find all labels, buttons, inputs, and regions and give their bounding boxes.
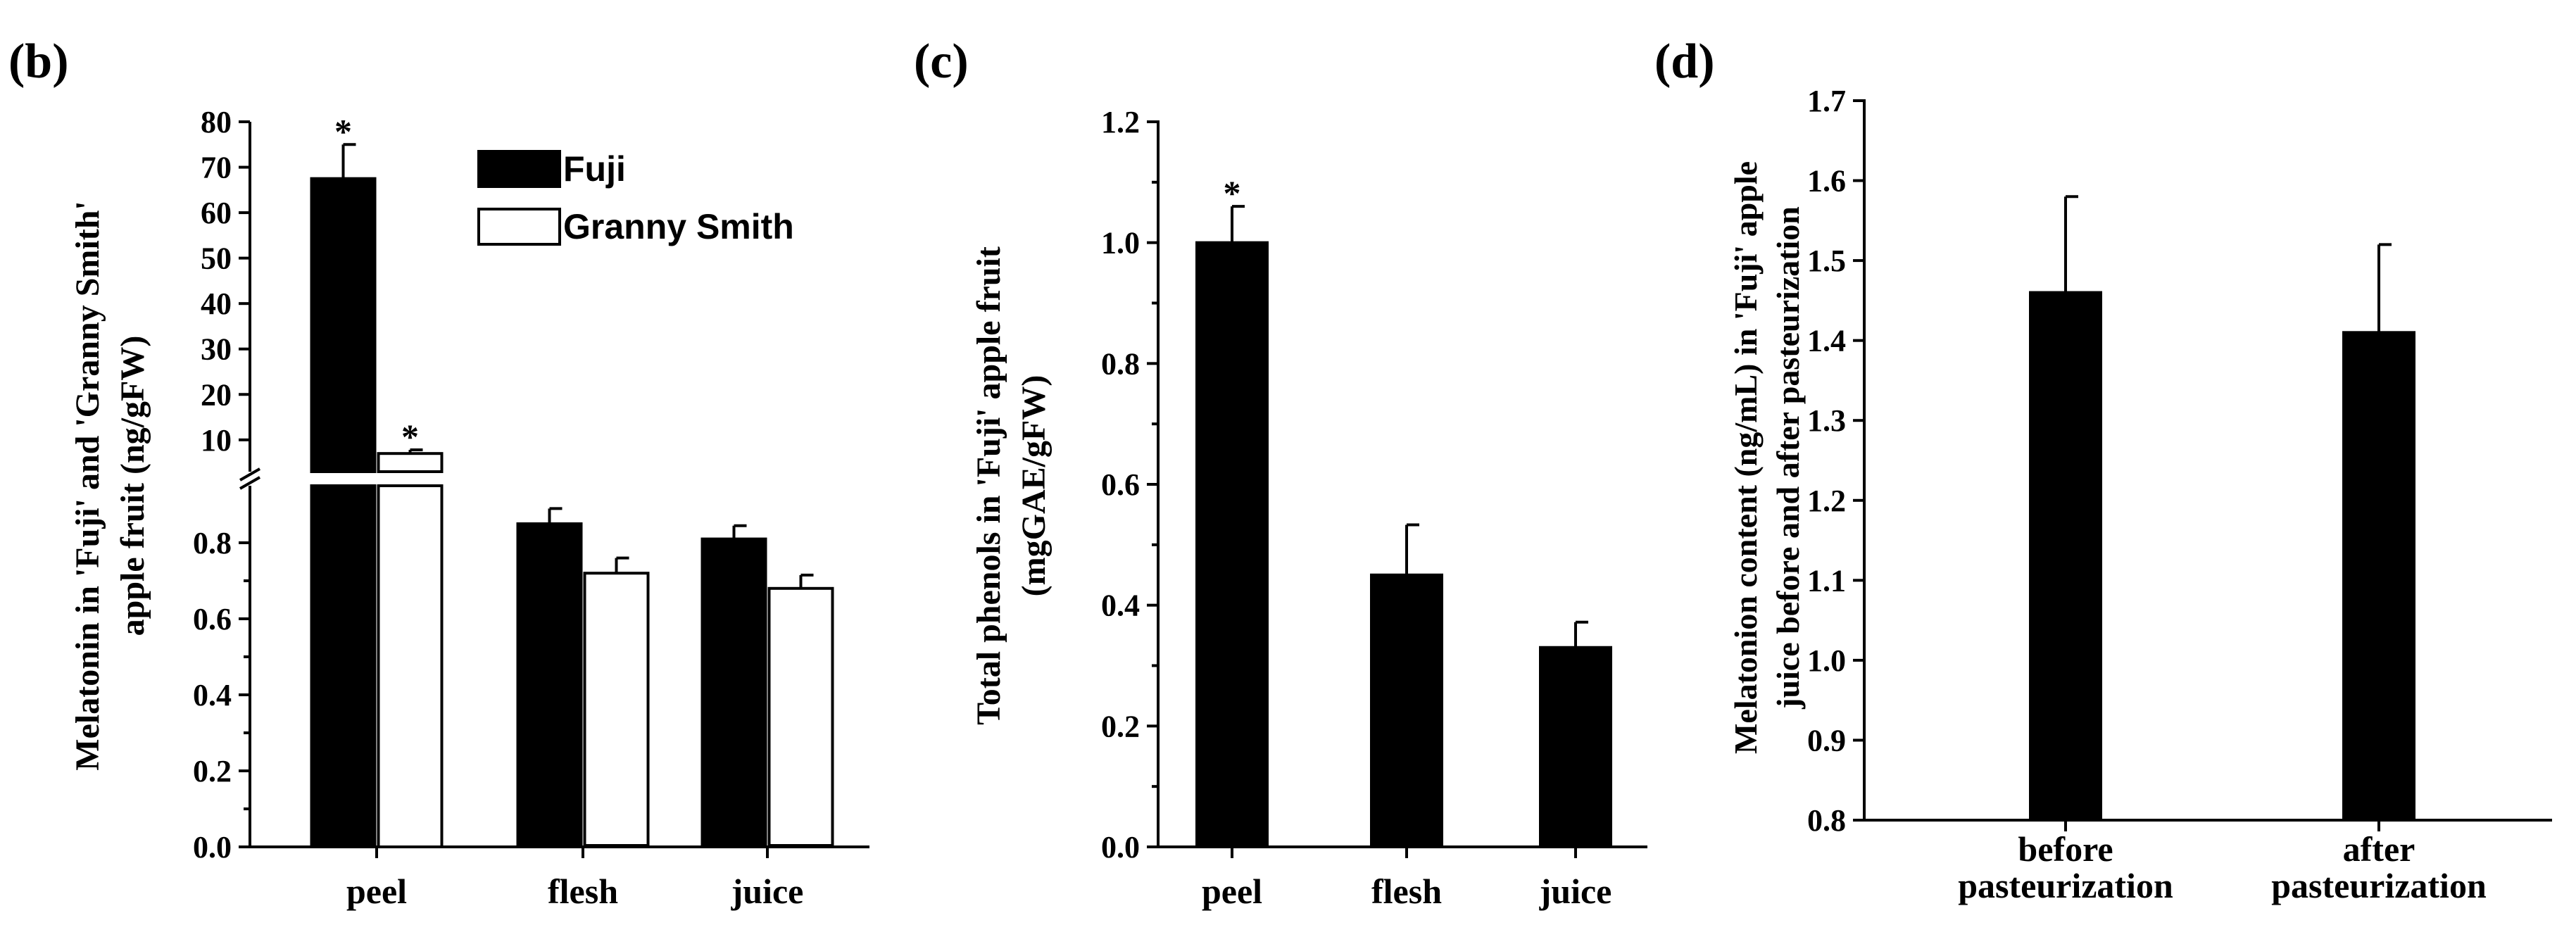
c-peel-bar	[1195, 241, 1269, 848]
d-y-tick-label-1-0: 1.0	[1807, 643, 1846, 678]
d-bars	[2029, 195, 2415, 822]
d-x-tick-label-after-pasteurization-line-2: pasteurization	[2271, 866, 2487, 905]
c-y-axis-label-line-2: (mgGAE/gFW)	[1015, 375, 1053, 597]
d-y-axis-label-line-2: juice before and after pasteurization	[1770, 206, 1806, 710]
b-y-tick-label-20: 20	[201, 377, 232, 412]
b-granny-smith-peel-bar-lower-segment	[377, 484, 444, 848]
d-y-tick-label-1-5: 1.5	[1807, 244, 1846, 278]
b-granny-smith-juice-bar	[767, 586, 834, 847]
b-y-tick-label-30: 30	[201, 332, 232, 367]
b-fuji-peel-significance-marker: *	[334, 111, 352, 151]
b-fuji-peel-bar-lower-segment	[310, 484, 377, 848]
legend-swatch-granny-smith	[477, 208, 561, 246]
d-axes: 0.80.91.01.11.21.31.41.51.61.7beforepast…	[1807, 84, 2552, 905]
b-y-axis-label-line-2: apple fruit (ng/gFW)	[114, 336, 151, 636]
b-y-tick-label-50: 50	[201, 241, 232, 276]
c-y-tick-label-1-2: 1.2	[1101, 105, 1140, 139]
b-axis-break-mark-upper	[239, 467, 260, 482]
b-granny-smith-peel-bar	[377, 452, 444, 474]
b-fuji-juice-bar	[700, 537, 767, 848]
b-axis-break-mark-lower	[239, 476, 260, 490]
d-after-pasteurization-bar	[2342, 331, 2415, 822]
d-y-axis-label: Melatonion content (ng/mL) in 'Fuji' app…	[1728, 161, 1806, 754]
panel-label-b: (b)	[8, 34, 69, 89]
b-y-tick-label-10: 10	[201, 423, 232, 458]
d-y-axis-label-line-1: Melatonion content (ng/mL) in 'Fuji' app…	[1728, 161, 1764, 754]
b-y-tick-label-40: 40	[201, 287, 232, 321]
panel-c-total-phenols-chart: (c) Total phenols in 'Fuji' apple fruit …	[914, 34, 1647, 911]
c-y-tick-label-0-2: 0.2	[1101, 709, 1140, 743]
b-granny-smith-peel-significance-marker: *	[401, 417, 419, 456]
c-y-tick-label-0-6: 0.6	[1101, 467, 1140, 502]
c-bars: *	[1195, 173, 1612, 848]
d-y-tick-label-1-3: 1.3	[1807, 403, 1846, 438]
c-x-tick-label-peel: peel	[1202, 872, 1262, 911]
c-axes: 0.0 0.2 0.4 0.6 0.8 1.0 1.2 peel flesh juice	[1101, 105, 1647, 911]
b-y-tick-label-80: 80	[201, 105, 232, 139]
d-y-tick-label-1-1: 1.1	[1807, 563, 1846, 598]
d-x-tick-label-before-pasteurization-line-1: before	[2018, 829, 2113, 869]
d-x-tick-label-after-pasteurization-line-1: after	[2343, 829, 2415, 869]
d-y-tick-label-1-2: 1.2	[1807, 484, 1846, 518]
b-bars: **	[310, 111, 834, 848]
b-y-tick-label-0-0: 0.0	[193, 830, 232, 864]
panel-b-melatonin-chart: (b) Melatonin in 'Fuji' and 'Granny Smit…	[8, 34, 869, 911]
d-y-tick-label-0-9: 0.9	[1807, 723, 1846, 757]
b-x-tick-label-peel: peel	[346, 872, 407, 911]
b-y-tick-label-0-4: 0.4	[193, 678, 232, 712]
d-y-tick-label-1-6: 1.6	[1807, 164, 1846, 199]
b-granny-smith-flesh-bar	[583, 572, 650, 847]
b-y-axis-label: Melatonin in 'Fuji' and 'Granny Smith' a…	[69, 201, 151, 770]
b-legend: Fuji Granny Smith	[477, 149, 794, 246]
panel-label-d: (d)	[1654, 34, 1715, 89]
c-y-tick-label-0-0: 0.0	[1101, 830, 1140, 864]
d-before-pasteurization-bar	[2029, 291, 2102, 822]
d-y-tick-label-1-4: 1.4	[1807, 324, 1846, 358]
b-y-tick-label-60: 60	[201, 196, 232, 230]
d-y-tick-label-0-8: 0.8	[1807, 803, 1846, 838]
b-fuji-flesh-bar	[516, 522, 583, 848]
legend-label-fuji: Fuji	[563, 149, 626, 189]
d-y-tick-label-1-7: 1.7	[1807, 84, 1846, 118]
b-y-tick-label-0-8: 0.8	[193, 526, 232, 560]
c-y-tick-label-0-8: 0.8	[1101, 346, 1140, 381]
b-y-tick-label-0-6: 0.6	[193, 602, 232, 636]
b-x-tick-label-juice: juice	[731, 872, 804, 911]
c-y-tick-label-1-0: 1.0	[1101, 226, 1140, 260]
b-fuji-peel-bar	[310, 177, 377, 473]
b-y-tick-label-70: 70	[201, 151, 232, 185]
c-y-axis-label-line-1: Total phenols in 'Fuji' apple fruit	[970, 246, 1007, 725]
b-x-tick-label-flesh: flesh	[548, 872, 618, 911]
d-x-tick-label-before-pasteurization-line-2: pasteurization	[1958, 866, 2173, 905]
b-y-axis-label-line-1: Melatonin in 'Fuji' and 'Granny Smith'	[69, 201, 106, 770]
panel-label-c: (c)	[914, 34, 969, 89]
c-flesh-bar	[1370, 573, 1443, 848]
c-peel-significance-marker: *	[1224, 173, 1241, 213]
c-y-axis-label: Total phenols in 'Fuji' apple fruit (mgG…	[970, 246, 1053, 725]
b-y-tick-label-0-2: 0.2	[193, 754, 232, 788]
c-juice-bar	[1539, 646, 1612, 848]
legend-swatch-fuji	[477, 150, 561, 188]
c-y-tick-label-0-4: 0.4	[1101, 589, 1140, 623]
c-x-tick-label-juice: juice	[1539, 872, 1612, 911]
legend-label-granny-smith: Granny Smith	[563, 207, 794, 246]
c-x-tick-label-flesh: flesh	[1371, 872, 1442, 911]
panel-d-pasteurization-chart: (d) Melatonion content (ng/mL) in 'Fuji'…	[1654, 34, 2552, 905]
